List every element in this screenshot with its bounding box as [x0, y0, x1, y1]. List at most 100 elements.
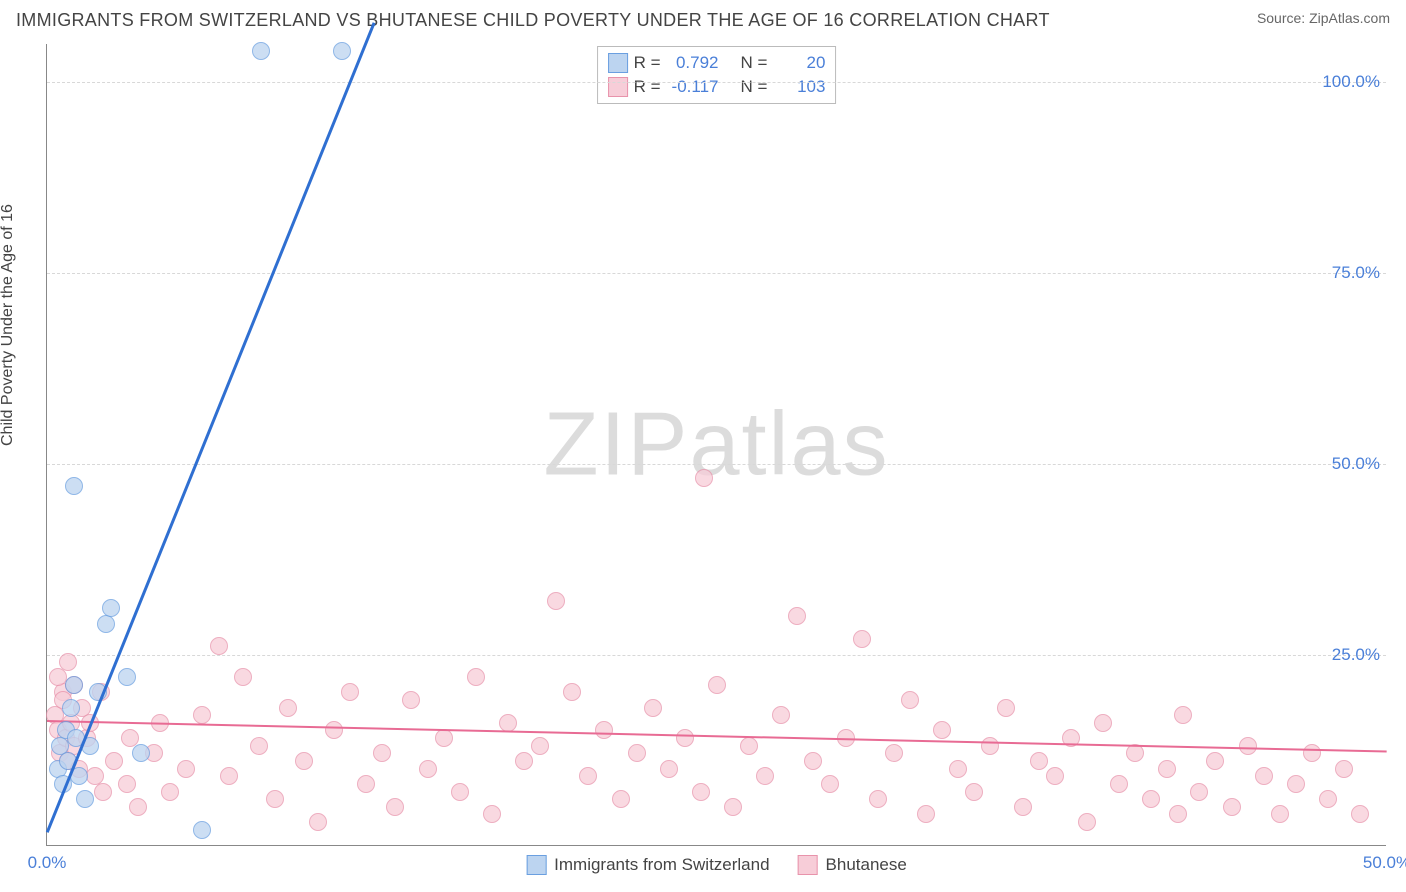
correlation-legend: R = 0.792 N = 20 R = -0.117 N = 103: [597, 46, 837, 104]
data-point-bhutan: [901, 691, 919, 709]
data-point-bhutan: [483, 805, 501, 823]
chart-title: IMMIGRANTS FROM SWITZERLAND VS BHUTANESE…: [16, 10, 1050, 31]
data-point-bhutan: [1223, 798, 1241, 816]
gridline: [47, 82, 1386, 83]
data-point-bhutan: [1046, 767, 1064, 785]
data-point-bhutan: [250, 737, 268, 755]
data-point-bhutan: [692, 783, 710, 801]
data-point-bhutan: [628, 744, 646, 762]
series-legend: Immigrants from Switzerland Bhutanese: [526, 855, 907, 875]
data-point-bhutan: [1169, 805, 1187, 823]
legend-row-bhutan: R = -0.117 N = 103: [608, 75, 826, 99]
data-point-swiss: [97, 615, 115, 633]
data-point-bhutan: [1110, 775, 1128, 793]
data-point-bhutan: [266, 790, 284, 808]
legend-swatch-bhutan: [608, 77, 628, 97]
data-point-bhutan: [595, 721, 613, 739]
data-point-bhutan: [220, 767, 238, 785]
data-point-bhutan: [118, 775, 136, 793]
data-point-bhutan: [467, 668, 485, 686]
data-point-bhutan: [1174, 706, 1192, 724]
data-point-bhutan: [563, 683, 581, 701]
series-label-bhutan: Bhutanese: [826, 855, 907, 875]
data-point-bhutan: [1255, 767, 1273, 785]
series-label-swiss: Immigrants from Switzerland: [554, 855, 769, 875]
data-point-bhutan: [279, 699, 297, 717]
ytick-label: 100.0%: [1322, 72, 1380, 92]
data-point-bhutan: [965, 783, 983, 801]
source-prefix: Source:: [1257, 10, 1309, 26]
data-point-swiss: [65, 676, 83, 694]
data-point-bhutan: [1078, 813, 1096, 831]
data-point-bhutan: [94, 783, 112, 801]
data-point-bhutan: [579, 767, 597, 785]
data-point-bhutan: [1351, 805, 1369, 823]
data-point-bhutan: [1014, 798, 1032, 816]
data-point-bhutan: [695, 469, 713, 487]
n-value-swiss: 20: [773, 53, 825, 73]
ytick-label: 50.0%: [1332, 454, 1380, 474]
data-point-swiss: [252, 42, 270, 60]
data-point-bhutan: [402, 691, 420, 709]
data-point-bhutan: [129, 798, 147, 816]
gridline: [47, 464, 1386, 465]
data-point-bhutan: [885, 744, 903, 762]
data-point-swiss: [118, 668, 136, 686]
data-point-bhutan: [1126, 744, 1144, 762]
data-point-swiss: [76, 790, 94, 808]
data-point-bhutan: [1030, 752, 1048, 770]
n-label: N =: [741, 53, 768, 73]
data-point-bhutan: [917, 805, 935, 823]
data-point-bhutan: [1190, 783, 1208, 801]
watermark-light: atlas: [689, 394, 889, 494]
data-point-bhutan: [1239, 737, 1257, 755]
n-label: N =: [741, 77, 768, 97]
data-point-bhutan: [644, 699, 662, 717]
data-point-bhutan: [1303, 744, 1321, 762]
ytick-label: 75.0%: [1332, 263, 1380, 283]
data-point-bhutan: [193, 706, 211, 724]
data-point-bhutan: [531, 737, 549, 755]
watermark-bold: ZIP: [543, 394, 689, 494]
ytick-label: 25.0%: [1332, 645, 1380, 665]
r-value-bhutan: -0.117: [667, 77, 719, 97]
data-point-bhutan: [788, 607, 806, 625]
data-point-bhutan: [676, 729, 694, 747]
data-point-bhutan: [210, 637, 228, 655]
data-point-bhutan: [177, 760, 195, 778]
legend-swatch-swiss: [526, 855, 546, 875]
data-point-bhutan: [869, 790, 887, 808]
data-point-bhutan: [234, 668, 252, 686]
data-point-swiss: [132, 744, 150, 762]
trendline-bhutan: [47, 720, 1387, 753]
data-point-bhutan: [1206, 752, 1224, 770]
data-point-bhutan: [708, 676, 726, 694]
data-point-bhutan: [804, 752, 822, 770]
data-point-bhutan: [373, 744, 391, 762]
data-point-bhutan: [997, 699, 1015, 717]
data-point-swiss: [193, 821, 211, 839]
legend-row-swiss: R = 0.792 N = 20: [608, 51, 826, 75]
data-point-bhutan: [933, 721, 951, 739]
data-point-bhutan: [1142, 790, 1160, 808]
xtick-label: 50.0%: [1363, 853, 1406, 873]
data-point-bhutan: [515, 752, 533, 770]
data-point-swiss: [102, 599, 120, 617]
data-point-bhutan: [325, 721, 343, 739]
data-point-swiss: [333, 42, 351, 60]
data-point-bhutan: [1335, 760, 1353, 778]
data-point-swiss: [62, 699, 80, 717]
data-point-bhutan: [435, 729, 453, 747]
data-point-bhutan: [1287, 775, 1305, 793]
data-point-bhutan: [1271, 805, 1289, 823]
r-label: R =: [634, 77, 661, 97]
data-point-bhutan: [419, 760, 437, 778]
data-point-bhutan: [1094, 714, 1112, 732]
source-name: ZipAtlas.com: [1309, 10, 1390, 26]
data-point-bhutan: [105, 752, 123, 770]
legend-swatch-bhutan: [798, 855, 818, 875]
gridline: [47, 273, 1386, 274]
r-label: R =: [634, 53, 661, 73]
data-point-swiss: [65, 477, 83, 495]
data-point-bhutan: [386, 798, 404, 816]
